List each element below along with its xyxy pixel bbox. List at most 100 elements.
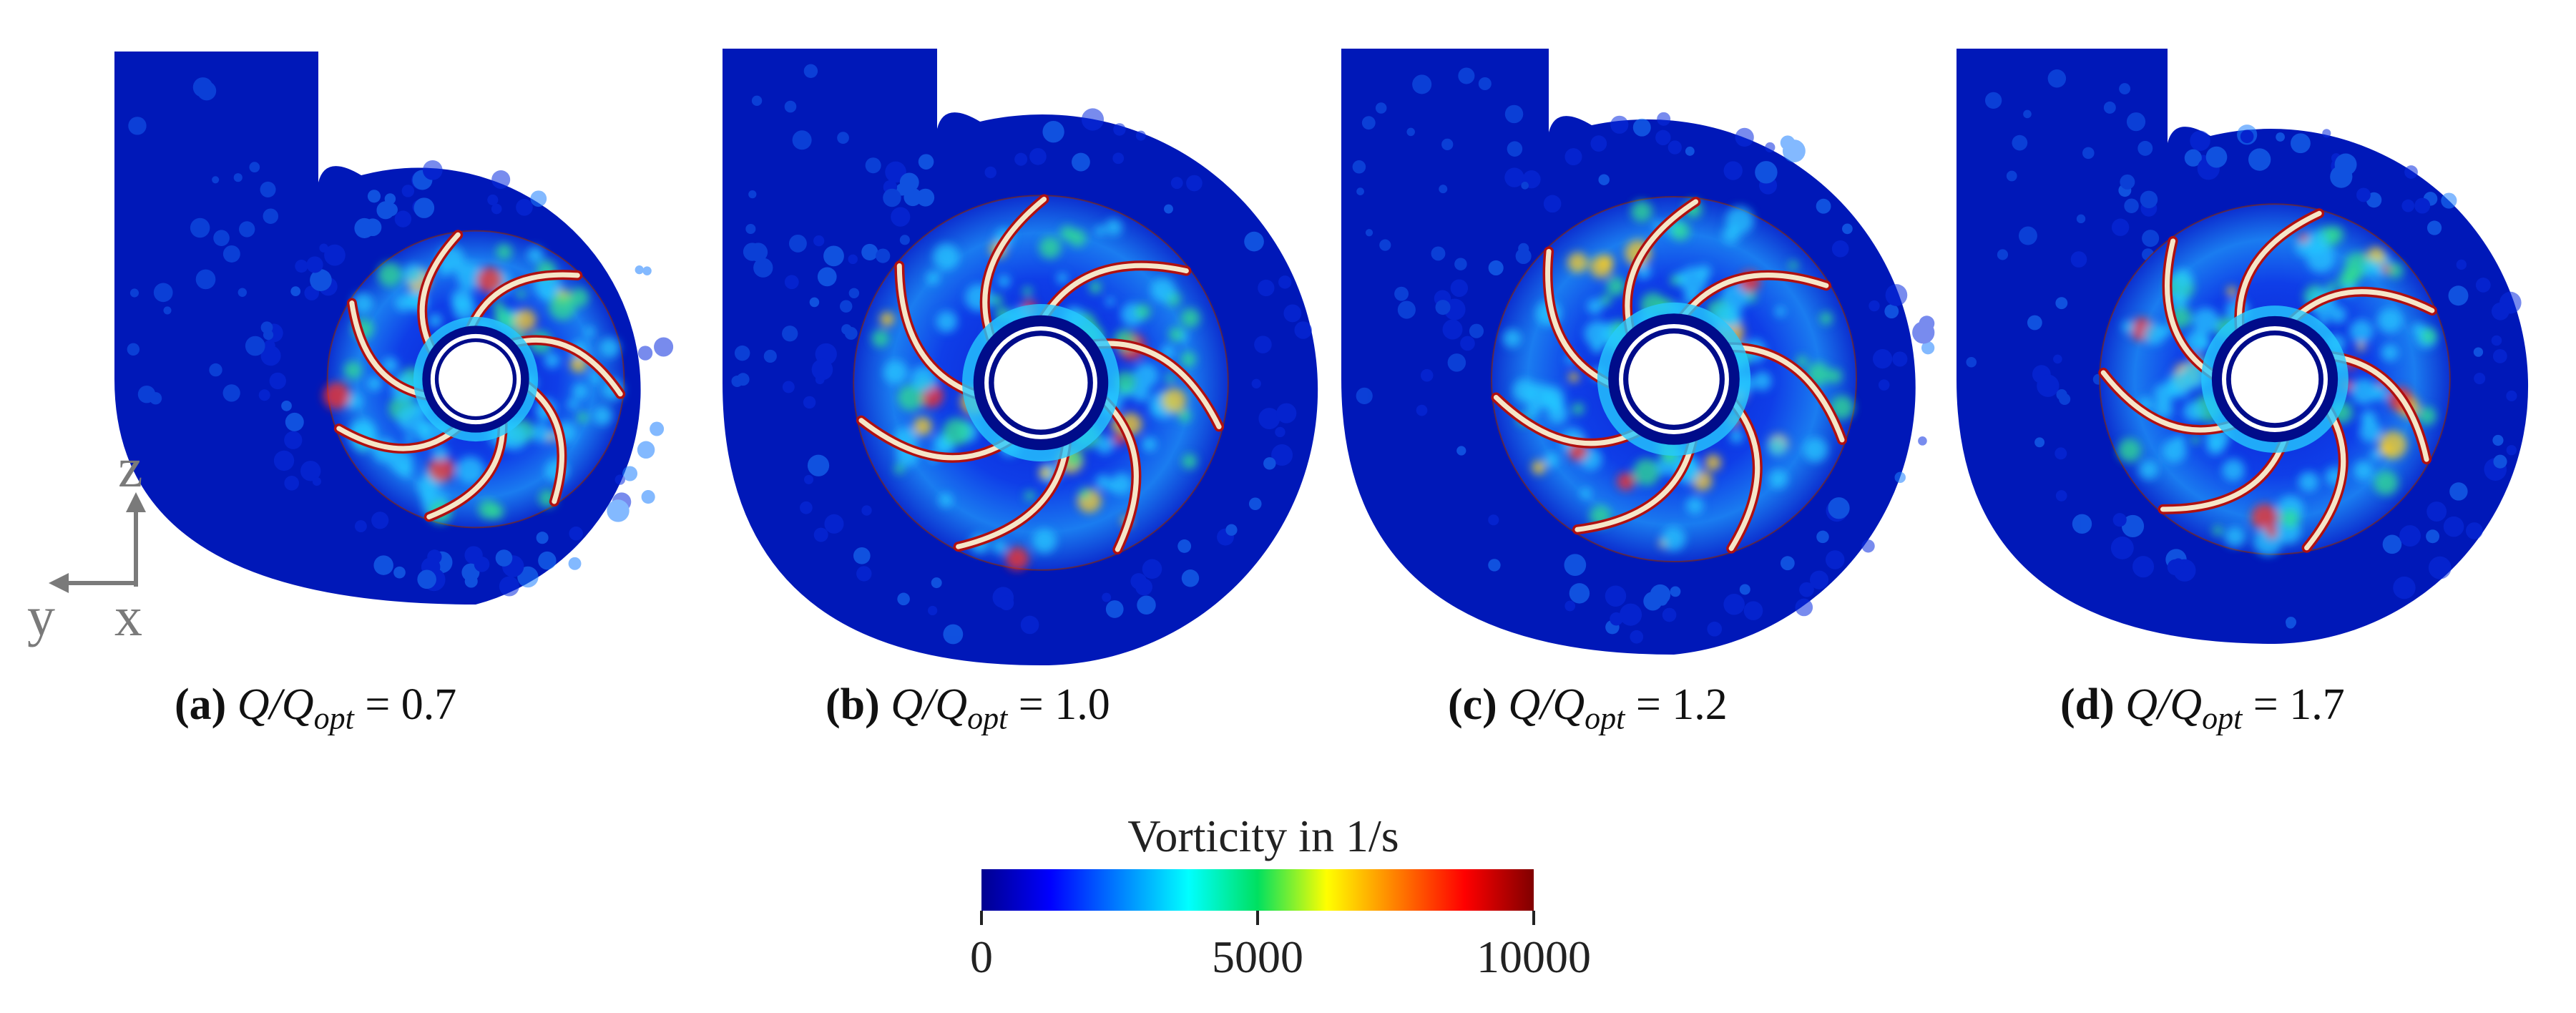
vorticity-speckle xyxy=(2072,514,2092,534)
vorticity-speckle xyxy=(2190,130,2210,152)
vorticity-speckle xyxy=(153,283,173,303)
wake-blob xyxy=(2306,230,2328,253)
vorticity-speckle xyxy=(312,476,321,486)
wake-blob xyxy=(926,271,940,285)
wake-blob xyxy=(1089,281,1102,294)
vorticity-speckle xyxy=(2184,149,2202,167)
vorticity-speckle xyxy=(1685,146,1695,156)
wake-blob xyxy=(428,313,442,328)
vorticity-speckle xyxy=(310,269,332,291)
vorticity-speckle xyxy=(2132,556,2155,578)
vorticity-speckle xyxy=(129,288,139,298)
pump-panel-d xyxy=(1957,49,2529,644)
wake-blob xyxy=(1105,218,1122,236)
vorticity-speckle xyxy=(1454,258,1467,270)
vorticity-speckle xyxy=(2473,347,2484,357)
caption-a-subscript: opt xyxy=(313,700,354,736)
caption-c-label: (c) xyxy=(1448,680,1497,729)
vorticity-speckle xyxy=(1878,379,1890,391)
wake-blob xyxy=(1105,297,1115,306)
vorticity-speckle xyxy=(1251,378,1261,388)
wake-blob xyxy=(1039,236,1062,259)
vorticity-speckle xyxy=(2334,153,2357,176)
vorticity-speckle xyxy=(903,187,922,207)
vorticity-speckle xyxy=(2006,170,2017,182)
vorticity-speckle xyxy=(354,520,367,533)
vorticity-speckle xyxy=(1918,436,1927,446)
wake-blob xyxy=(1032,529,1057,554)
vorticity-speckle xyxy=(1657,112,1671,126)
vorticity-speckle xyxy=(2492,348,2507,363)
vorticity-speckle xyxy=(2059,393,2071,406)
vorticity-speckle xyxy=(1765,142,1776,153)
vorticity-speckle xyxy=(928,605,938,616)
vorticity-speckle xyxy=(650,421,665,436)
vorticity-speckle xyxy=(239,221,255,238)
vorticity-speckle xyxy=(897,592,910,606)
vorticity-speckle xyxy=(1667,140,1682,155)
vorticity-speckle xyxy=(1872,348,1893,369)
vorticity-speckle xyxy=(538,551,557,570)
caption-d-label: (d) xyxy=(2060,680,2115,729)
vorticity-speckle xyxy=(127,343,140,356)
vorticity-speckle xyxy=(1406,127,1415,137)
vorticity-speckle xyxy=(999,595,1014,611)
wake-blob xyxy=(403,264,423,285)
vorticity-speckle xyxy=(784,100,797,113)
wake-blob xyxy=(1725,206,1754,235)
vorticity-speckle xyxy=(856,566,872,582)
wake-blob xyxy=(933,243,959,270)
pump-panel-b xyxy=(723,49,1318,666)
vorticity-speckle xyxy=(1441,138,1454,151)
vorticity-speckle xyxy=(2142,230,2160,248)
wake-blob xyxy=(1527,406,1539,418)
vorticity-speckle xyxy=(284,431,303,449)
caption-b-subscript: opt xyxy=(967,700,1008,736)
volute-speckles xyxy=(731,64,1312,645)
wake-blob xyxy=(1729,429,1743,444)
z-axis-arrowhead xyxy=(126,492,146,512)
vorticity-speckle xyxy=(1894,471,1906,484)
vorticity-speckle xyxy=(861,243,878,260)
vorticity-speckle xyxy=(1892,351,1908,367)
wake-blob xyxy=(2281,509,2300,529)
vorticity-speckle xyxy=(517,566,539,588)
wake-blob xyxy=(1568,372,1580,383)
wake-blob xyxy=(2379,431,2407,459)
vorticity-speckle xyxy=(788,234,807,253)
colorbar-ticks: 0 5000 10000 xyxy=(970,911,1591,982)
wake-blob xyxy=(2298,471,2319,492)
vorticity-speckle xyxy=(1831,240,1849,258)
wake-blob xyxy=(2354,460,2374,481)
vorticity-speckle xyxy=(848,254,858,265)
vorticity-speckle xyxy=(1799,582,1814,597)
vorticity-speckle xyxy=(2055,490,2067,501)
vorticity-speckle xyxy=(1842,223,1853,235)
wake-blob xyxy=(1094,225,1105,236)
wake-blob xyxy=(2417,406,2437,426)
vorticity-speckle xyxy=(1135,130,1146,141)
volute-speckles xyxy=(127,77,674,597)
vorticity-speckle xyxy=(1356,387,1373,405)
wake-blob xyxy=(1632,459,1660,486)
vorticity-speckle xyxy=(853,547,871,564)
wake-blob xyxy=(2377,308,2402,333)
vorticity-speckle xyxy=(1072,152,1090,172)
volute-speckles xyxy=(1352,67,1935,644)
vorticity-speckle xyxy=(1869,300,1880,312)
colorbar: Vorticity in 1/s 0 5000 10000 xyxy=(970,811,1591,982)
vorticity-speckle xyxy=(2414,197,2431,214)
vorticity-speckle xyxy=(2276,132,2285,142)
wake-blob xyxy=(1590,255,1613,278)
vorticity-speckle xyxy=(1707,621,1723,637)
vorticity-speckle xyxy=(1275,426,1285,438)
vorticity-speckle xyxy=(2027,315,2042,331)
wake-blob xyxy=(1567,253,1588,273)
caption-d-value: 1.7 xyxy=(2289,680,2345,729)
wake-blob xyxy=(2349,319,2374,343)
vorticity-speckle xyxy=(736,373,750,386)
vorticity-speckle xyxy=(1460,336,1475,351)
vorticity-speckle xyxy=(495,549,513,567)
caption-b-label: (b) xyxy=(826,680,880,729)
vorticity-speckle xyxy=(284,475,299,491)
